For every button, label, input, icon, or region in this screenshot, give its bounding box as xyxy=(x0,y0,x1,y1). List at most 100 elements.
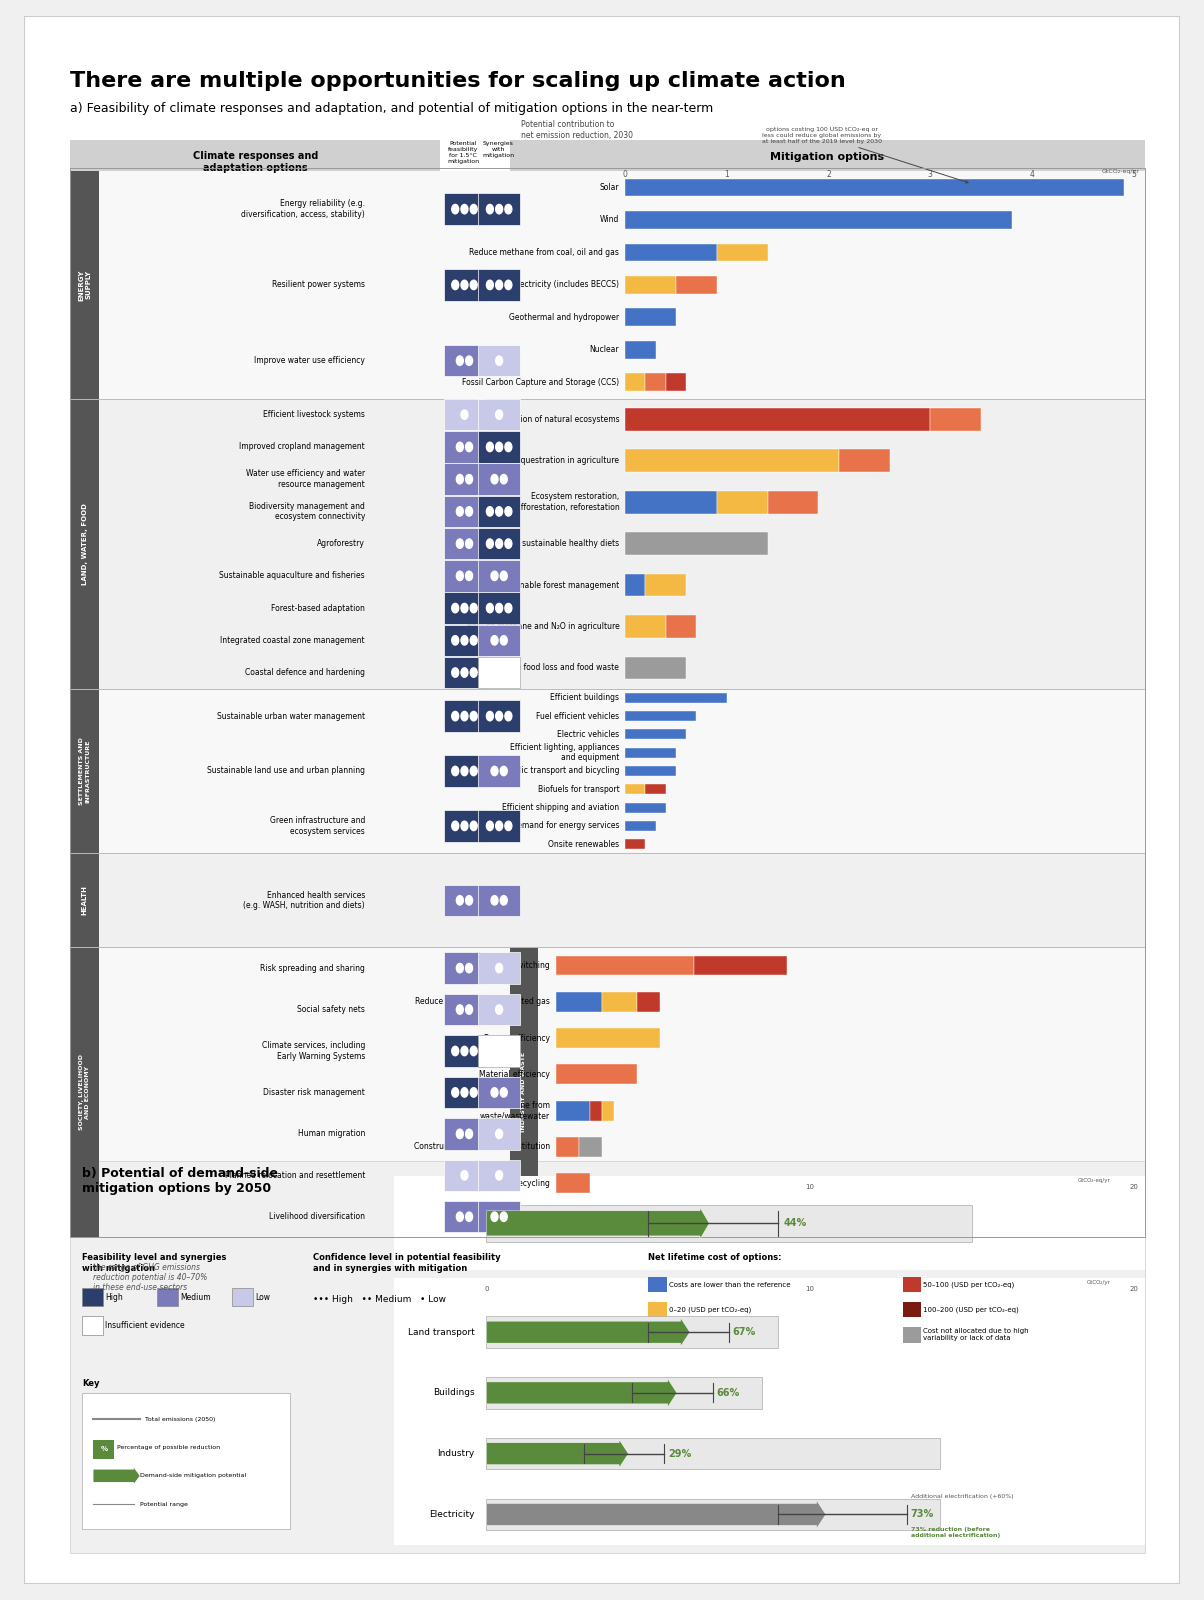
Bar xyxy=(625,574,645,597)
Text: Confidence level in potential feasibility
and in synergies with mitigation: Confidence level in potential feasibilit… xyxy=(313,1253,501,1272)
Circle shape xyxy=(456,963,464,973)
Circle shape xyxy=(501,1213,507,1221)
Bar xyxy=(157,1288,178,1307)
Circle shape xyxy=(504,507,512,517)
Bar xyxy=(556,1101,590,1120)
Bar xyxy=(70,688,1145,853)
Circle shape xyxy=(466,442,472,451)
Text: 29%: 29% xyxy=(668,1448,691,1459)
Text: Geothermal and hydropower: Geothermal and hydropower xyxy=(509,314,619,322)
Bar xyxy=(716,491,767,514)
Text: Bioelectricity (includes BECCS): Bioelectricity (includes BECCS) xyxy=(501,280,619,290)
Text: Costs are lower than the reference: Costs are lower than the reference xyxy=(669,1282,791,1288)
Circle shape xyxy=(501,766,507,776)
Text: 0: 0 xyxy=(622,170,627,179)
Bar xyxy=(486,1499,939,1530)
Bar xyxy=(443,194,485,226)
Bar xyxy=(443,592,485,624)
FancyArrow shape xyxy=(486,1318,690,1346)
Bar xyxy=(625,693,727,702)
Bar xyxy=(648,1302,667,1317)
Circle shape xyxy=(496,442,502,451)
Circle shape xyxy=(471,635,477,645)
Text: 100–200 (USD per tCO₂-eq): 100–200 (USD per tCO₂-eq) xyxy=(923,1306,1019,1314)
Circle shape xyxy=(486,821,494,830)
Text: 66%: 66% xyxy=(716,1387,739,1398)
Circle shape xyxy=(461,635,468,645)
Text: Planned relocation and resettlement: Planned relocation and resettlement xyxy=(225,1171,365,1179)
Bar xyxy=(443,1118,485,1149)
Text: Electric vehicles: Electric vehicles xyxy=(557,730,619,739)
Bar xyxy=(625,747,675,758)
Circle shape xyxy=(466,1130,472,1139)
Text: 0: 0 xyxy=(484,1184,489,1190)
Text: 20: 20 xyxy=(1129,1184,1138,1190)
Bar xyxy=(903,1302,921,1317)
Circle shape xyxy=(496,205,502,214)
Circle shape xyxy=(471,821,477,830)
Bar xyxy=(70,853,99,947)
Bar xyxy=(443,755,485,787)
Circle shape xyxy=(504,603,512,613)
Text: Feasibility level and synergies
with mitigation: Feasibility level and synergies with mit… xyxy=(82,1253,226,1272)
Bar xyxy=(394,1278,1145,1546)
Circle shape xyxy=(491,475,498,483)
Circle shape xyxy=(496,539,502,549)
Circle shape xyxy=(452,635,459,645)
Circle shape xyxy=(491,1088,498,1098)
Circle shape xyxy=(466,963,472,973)
Text: 44%: 44% xyxy=(784,1218,807,1229)
Bar xyxy=(716,243,767,261)
Bar xyxy=(478,952,520,984)
Text: Risk spreading and sharing: Risk spreading and sharing xyxy=(260,963,365,973)
FancyArrow shape xyxy=(486,1440,628,1467)
Circle shape xyxy=(452,1046,459,1056)
Bar xyxy=(648,1277,667,1293)
Text: Resilient power systems: Resilient power systems xyxy=(272,280,365,290)
Text: Livelihood diversification: Livelihood diversification xyxy=(268,1213,365,1221)
Text: Total emissions (2050): Total emissions (2050) xyxy=(146,1418,216,1422)
Bar xyxy=(625,341,656,358)
Bar xyxy=(478,1035,520,1067)
Circle shape xyxy=(496,410,502,419)
Text: 73%: 73% xyxy=(910,1509,934,1520)
Bar xyxy=(602,992,637,1011)
Circle shape xyxy=(452,766,459,776)
Text: Improved cropland management: Improved cropland management xyxy=(240,443,365,451)
Text: Enhanced recycling: Enhanced recycling xyxy=(476,1179,550,1187)
Bar xyxy=(625,784,645,794)
Circle shape xyxy=(461,1171,468,1181)
Circle shape xyxy=(452,667,459,677)
Text: Material efficiency: Material efficiency xyxy=(479,1070,550,1078)
Bar xyxy=(478,755,520,787)
Bar xyxy=(478,496,520,526)
Text: Efficient lighting, appliances
and equipment: Efficient lighting, appliances and equip… xyxy=(510,742,619,762)
Bar xyxy=(443,1202,485,1232)
Text: 73% reduction (before
additional electrification): 73% reduction (before additional electri… xyxy=(910,1526,999,1538)
Text: Reduce methane from coal, oil and gas: Reduce methane from coal, oil and gas xyxy=(470,248,619,258)
Circle shape xyxy=(456,571,464,581)
Circle shape xyxy=(491,1213,498,1221)
Bar xyxy=(625,803,666,813)
Bar xyxy=(625,730,686,739)
Text: 10: 10 xyxy=(805,1184,815,1190)
Bar xyxy=(70,398,1145,688)
Text: Disaster risk management: Disaster risk management xyxy=(264,1088,365,1098)
Bar xyxy=(478,269,520,301)
Text: Agroforestry: Agroforestry xyxy=(317,539,365,549)
Text: Ecosystem restoration,
afforestation, reforestation: Ecosystem restoration, afforestation, re… xyxy=(515,493,619,512)
Text: Fossil Carbon Capture and Storage (CCS): Fossil Carbon Capture and Storage (CCS) xyxy=(462,378,619,387)
Bar xyxy=(625,710,696,722)
Bar xyxy=(443,624,485,656)
Circle shape xyxy=(496,603,502,613)
Circle shape xyxy=(466,507,472,517)
Bar xyxy=(625,766,675,776)
Circle shape xyxy=(456,1130,464,1139)
Text: Improved sustainable forest management: Improved sustainable forest management xyxy=(458,581,619,589)
Text: Buildings: Buildings xyxy=(433,1389,474,1397)
Text: Construction materials substitution: Construction materials substitution xyxy=(414,1142,550,1152)
Bar xyxy=(579,1138,602,1157)
Circle shape xyxy=(496,1005,502,1014)
Circle shape xyxy=(461,1088,468,1098)
Bar xyxy=(70,1160,1145,1552)
